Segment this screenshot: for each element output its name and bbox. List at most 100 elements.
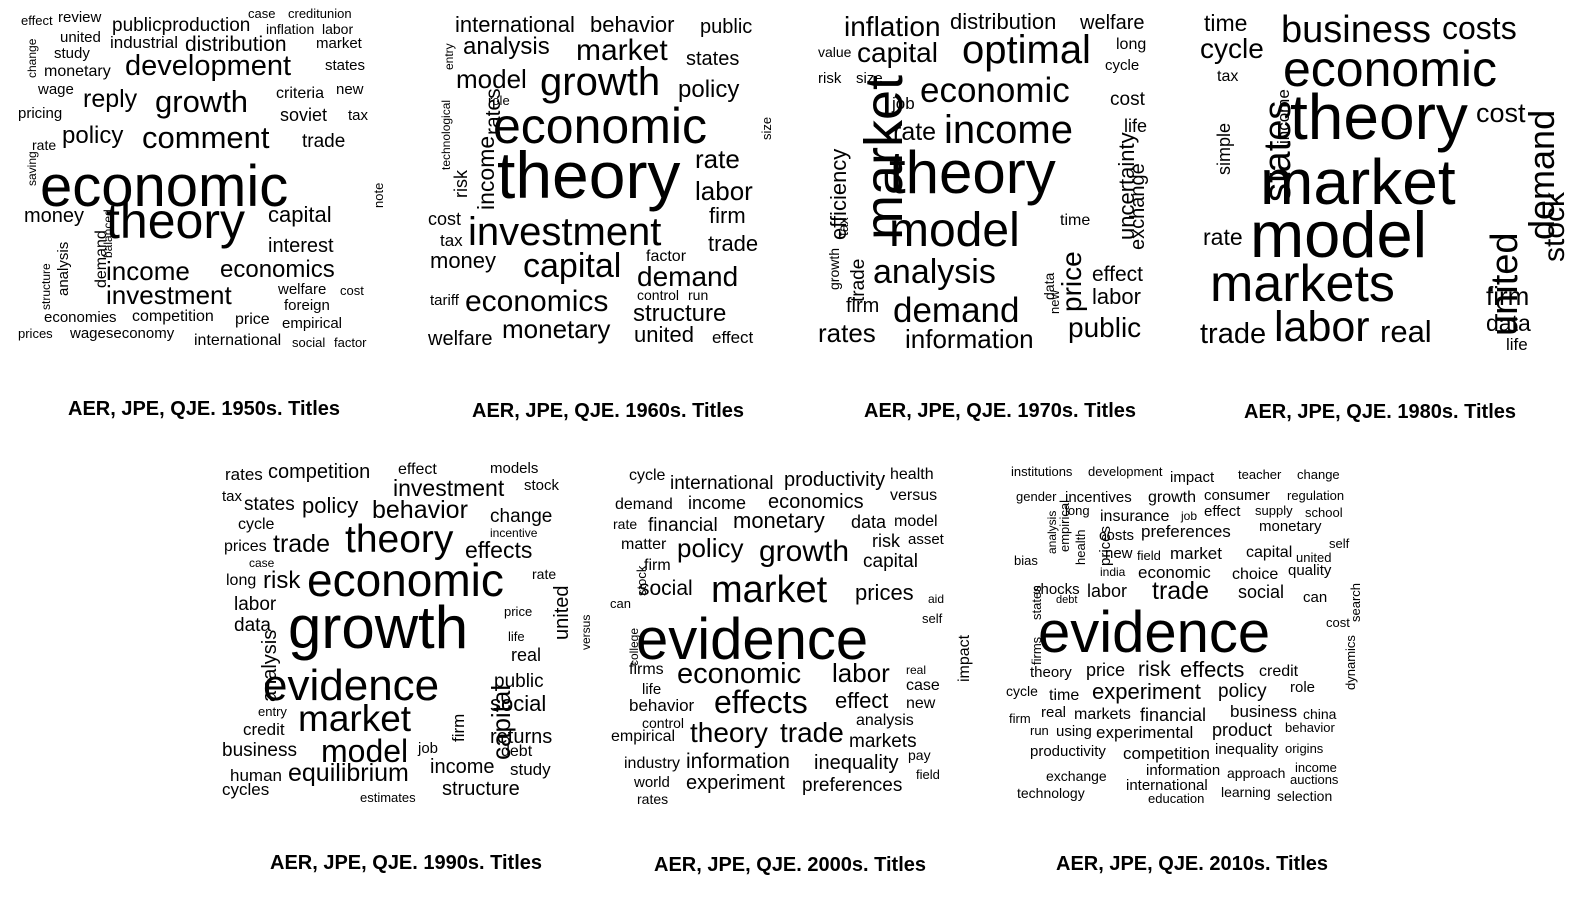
cloud-word: information xyxy=(686,750,790,773)
caption-1950s: AER, JPE, QJE. 1950s. Titles xyxy=(68,398,340,420)
cloud-word: effect xyxy=(1204,503,1241,520)
cloud-word: capital xyxy=(523,247,622,285)
cloud-word: behavior xyxy=(372,496,468,524)
cloud-word: social xyxy=(490,691,547,716)
cloud-word: social xyxy=(639,577,693,600)
cloud-word: cycle xyxy=(238,516,275,533)
cloud-word: tax xyxy=(348,107,369,124)
cloud-word: rate xyxy=(1203,224,1243,250)
cloud-word: aid xyxy=(928,592,945,606)
cloud-word: theory xyxy=(1030,664,1072,681)
cloud-word: money xyxy=(24,205,85,227)
cloud-word: real xyxy=(906,663,927,677)
cloud-word: model xyxy=(894,513,938,530)
cloud-word: technology xyxy=(1017,785,1085,801)
cloud-word: firm xyxy=(449,713,468,742)
cloud-word: welfare xyxy=(428,328,493,350)
cloud-word: saving xyxy=(25,151,39,186)
cloud-word: exchange xyxy=(1046,768,1107,784)
cloud-word: asset xyxy=(908,531,944,548)
cloud-word: labor xyxy=(832,658,890,688)
cloud-word: cycle xyxy=(1105,57,1140,74)
cloud-word: tax xyxy=(835,217,851,236)
cloud-word: cycle xyxy=(629,467,666,484)
cloud-word: using xyxy=(1056,723,1092,740)
cloud-word: income xyxy=(430,756,495,778)
cloud-word: distribution xyxy=(185,33,287,56)
cloud-word: bias xyxy=(1014,553,1038,568)
cloud-word: labor xyxy=(234,594,277,615)
cloud-word: costs xyxy=(1099,527,1135,544)
cloud-word: health xyxy=(1073,529,1088,565)
cloud-word: change xyxy=(25,38,39,78)
cloud-word: model xyxy=(1250,198,1428,271)
cloud-word: analysis xyxy=(856,712,914,729)
cloud-word: behavior xyxy=(1285,720,1335,735)
cloud-word: credit xyxy=(1259,663,1299,680)
cloud-word: risk xyxy=(818,70,842,87)
cloud-word: competition xyxy=(132,308,214,325)
cloud-word: incentives xyxy=(1065,489,1132,506)
cloud-word: human xyxy=(230,766,282,785)
cloud-word: data xyxy=(1041,272,1057,300)
cloud-word: income xyxy=(1295,760,1337,775)
cloud-word: economies xyxy=(44,309,117,326)
cloud-word: teacher xyxy=(1238,467,1282,482)
cloud-word: tax xyxy=(440,231,463,250)
cloud-word: trade xyxy=(780,717,844,748)
cloud-word: development xyxy=(125,50,292,82)
cloud-word: cycles xyxy=(222,780,270,799)
cloud-word: demand xyxy=(893,291,1020,330)
cloud-word: productivity xyxy=(1030,743,1106,760)
cloud-word: economic xyxy=(40,154,289,219)
cloud-word: capital xyxy=(1246,544,1293,561)
cloud-word: policy xyxy=(302,493,359,518)
cloud-word: stock xyxy=(524,477,560,494)
cloud-word: structure xyxy=(633,300,727,327)
caption-2000s: AER, JPE, QJE. 2000s. Titles xyxy=(654,854,926,876)
cloud-word: evidence xyxy=(263,661,440,710)
cloud-word: states xyxy=(325,57,366,74)
cloud-word: rate xyxy=(695,144,740,174)
cloud-word: public xyxy=(1068,312,1142,343)
cloud-word: economic xyxy=(920,71,1070,110)
cloud-word: new xyxy=(906,695,936,712)
cloud-word: school xyxy=(1305,505,1343,520)
cloud-word: policy xyxy=(678,76,740,103)
cloud-word: competition xyxy=(268,461,371,483)
cloud-word: value xyxy=(818,44,852,60)
cloud-word: economics xyxy=(220,256,335,283)
cloud-word: business xyxy=(1281,9,1431,51)
cloud-word: real xyxy=(1041,704,1067,721)
cloud-word: firms xyxy=(629,661,664,678)
cloud-word: monetary xyxy=(1259,518,1322,535)
cloud-word: insurance xyxy=(1100,508,1170,525)
cloud-word: economic xyxy=(307,554,504,606)
cloud-word: growth xyxy=(288,594,469,661)
cloud-word: demand xyxy=(637,261,739,292)
caption-2010s: AER, JPE, QJE. 2010s. Titles xyxy=(1056,853,1328,875)
cloud-word: united xyxy=(634,322,694,347)
cloud-word: evidence xyxy=(1038,600,1271,665)
caption-1970s: AER, JPE, QJE. 1970s. Titles xyxy=(864,400,1136,422)
cloud-word: industrial xyxy=(110,33,179,52)
cloud-word: life xyxy=(642,681,662,698)
cloud-word: stock xyxy=(1538,191,1571,262)
cloud-word: entry xyxy=(442,43,456,70)
cloud-word: theory xyxy=(106,193,245,249)
cloud-word: monetary xyxy=(44,63,111,80)
cloud-word: social xyxy=(1238,582,1285,602)
cloud-word: data xyxy=(234,615,271,636)
cloud-word: can xyxy=(610,596,631,611)
cloud-word: case xyxy=(249,556,275,570)
cloud-word: data xyxy=(851,512,887,532)
cloud-word: tax xyxy=(222,488,243,505)
cloud-word: markets xyxy=(849,731,917,752)
cloud-word: regulation xyxy=(1287,488,1345,503)
cloud-word: model xyxy=(889,204,1020,257)
cloud-word: publicproduction xyxy=(112,15,251,36)
cloud-word: risk xyxy=(263,567,301,594)
cloud-word: pricing xyxy=(18,105,63,122)
cloud-word: firm xyxy=(709,203,746,228)
cloud-word: cost xyxy=(428,209,462,229)
